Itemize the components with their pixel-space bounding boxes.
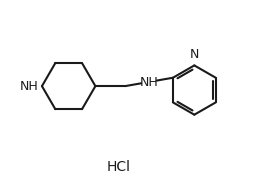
Text: HCl: HCl [106,160,130,174]
Text: NH: NH [20,80,39,93]
Text: NH: NH [140,76,158,89]
Text: N: N [190,49,199,61]
